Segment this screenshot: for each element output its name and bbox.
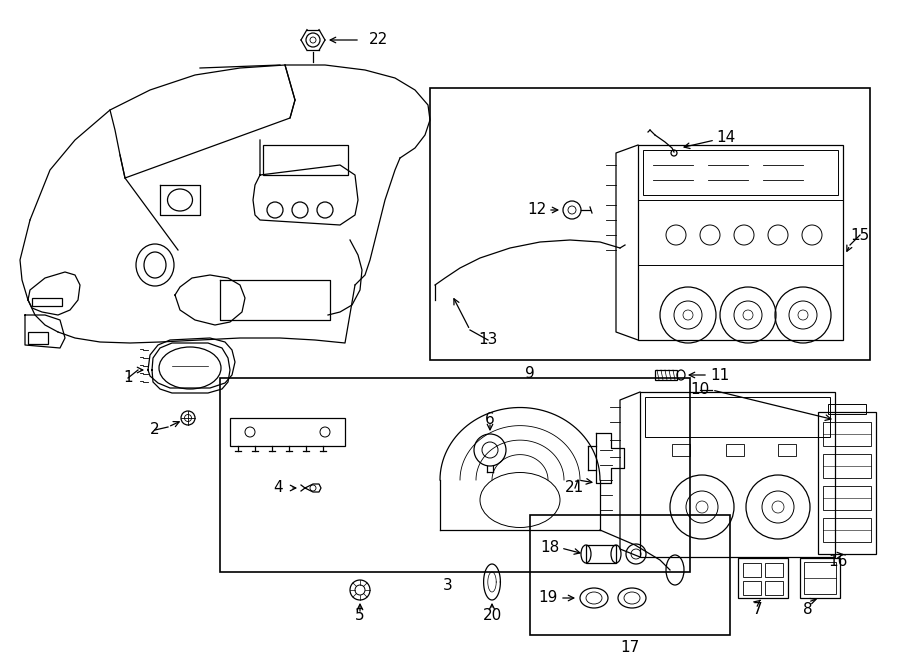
Text: 19: 19 — [538, 590, 558, 605]
Bar — [263, 145, 348, 175]
Text: 1: 1 — [123, 371, 133, 385]
Text: 18: 18 — [540, 541, 560, 555]
Bar — [32, 298, 62, 306]
Bar — [672, 444, 690, 456]
Text: 15: 15 — [850, 227, 869, 243]
Text: 3: 3 — [443, 578, 453, 592]
Bar — [220, 378, 690, 572]
Text: 13: 13 — [478, 332, 498, 348]
Bar — [738, 558, 788, 598]
Bar — [743, 563, 761, 577]
Bar — [818, 412, 876, 554]
Text: 5: 5 — [356, 607, 364, 623]
Bar — [823, 518, 871, 542]
Bar — [645, 397, 830, 437]
Text: 11: 11 — [710, 368, 730, 383]
Bar — [230, 418, 345, 446]
Text: 8: 8 — [803, 602, 813, 617]
Text: 14: 14 — [716, 130, 735, 145]
Text: 17: 17 — [620, 641, 640, 656]
Text: 10: 10 — [690, 383, 709, 397]
Bar — [800, 558, 840, 598]
Bar — [638, 145, 843, 340]
Bar — [778, 444, 796, 456]
Text: 12: 12 — [527, 202, 546, 217]
Bar — [640, 392, 835, 557]
Bar — [586, 545, 616, 563]
Bar — [655, 370, 677, 380]
Bar — [765, 581, 783, 595]
Bar — [828, 404, 866, 414]
Text: 16: 16 — [828, 555, 848, 570]
Bar — [743, 581, 761, 595]
Bar — [643, 150, 838, 195]
Bar — [823, 454, 871, 478]
Text: 6: 6 — [485, 412, 495, 428]
Text: 9: 9 — [525, 366, 535, 381]
Text: 22: 22 — [368, 32, 388, 48]
Bar — [726, 444, 744, 456]
Bar — [430, 88, 870, 360]
Bar — [804, 562, 836, 594]
Text: 20: 20 — [482, 607, 501, 623]
Text: 4: 4 — [274, 481, 283, 496]
Text: 21: 21 — [565, 481, 585, 496]
Bar — [823, 486, 871, 510]
Text: 7: 7 — [753, 602, 763, 617]
Bar — [28, 332, 48, 344]
Bar — [823, 422, 871, 446]
Bar — [765, 563, 783, 577]
Bar — [530, 515, 730, 635]
Text: 2: 2 — [150, 422, 160, 438]
